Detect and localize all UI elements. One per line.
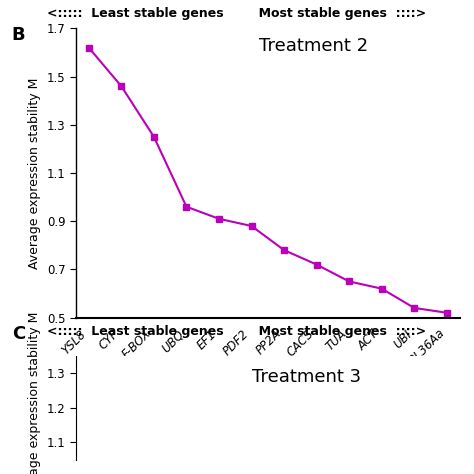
Y-axis label: Average expression stability M: Average expression stability M — [28, 312, 41, 474]
Text: Treatment 2: Treatment 2 — [259, 37, 368, 55]
Text: <:::::  Least stable genes        Most stable genes  ::::>: <::::: Least stable genes Most stable ge… — [47, 325, 427, 337]
Text: C: C — [12, 325, 25, 343]
Text: <:::::  Least stable genes        Most stable genes  ::::>: <::::: Least stable genes Most stable ge… — [47, 7, 427, 20]
Y-axis label: Average expression stability M: Average expression stability M — [28, 77, 41, 269]
Text: B: B — [12, 26, 26, 44]
Text: Treatment 3: Treatment 3 — [252, 368, 361, 386]
